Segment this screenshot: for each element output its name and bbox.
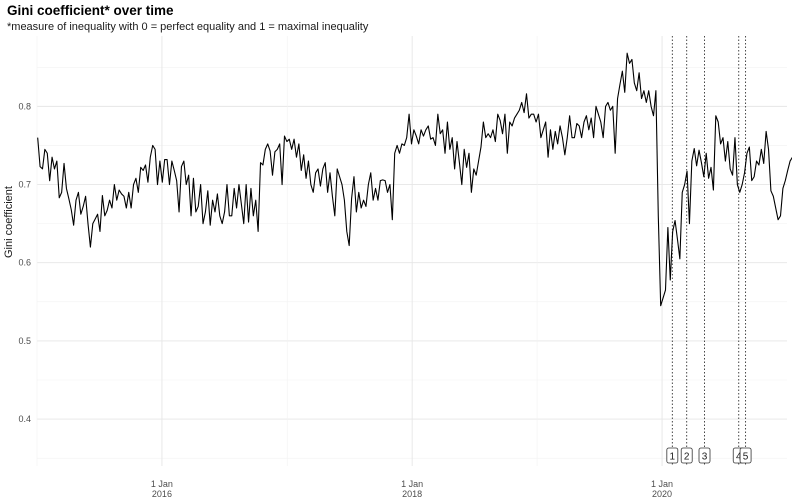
y-tick-label: 0.5 bbox=[18, 336, 31, 346]
y-tick-label: 0.6 bbox=[18, 258, 31, 268]
event-label: 3 bbox=[702, 452, 708, 463]
x-tick-label: 1 Jan bbox=[401, 479, 423, 489]
event-marker-1: 1 bbox=[666, 447, 679, 464]
y-tick-label: 0.8 bbox=[18, 101, 31, 111]
event-label-box bbox=[680, 447, 693, 464]
grid bbox=[36, 36, 787, 466]
event-label-box bbox=[739, 447, 752, 464]
chart-title: Gini coefficient* over time bbox=[7, 3, 174, 18]
event-label: 4 bbox=[736, 452, 742, 463]
event-label: 2 bbox=[684, 452, 690, 463]
series-line bbox=[37, 52, 792, 307]
x-tick-label: 1 Jan bbox=[651, 479, 673, 489]
y-axis-ticks: 0.4 0.5 0.6 0.7 0.8 bbox=[18, 101, 31, 424]
x-tick-label: 2018 bbox=[402, 489, 422, 499]
event-label: 5 bbox=[743, 452, 749, 463]
event-label-box bbox=[666, 447, 679, 464]
event-marker-5: 5 bbox=[739, 447, 752, 464]
y-tick-label: 0.7 bbox=[18, 180, 31, 190]
event-marker-3: 3 bbox=[698, 447, 711, 464]
event-marker-2: 2 bbox=[680, 447, 693, 464]
x-tick-label: 1 Jan bbox=[151, 479, 173, 489]
x-tick-label: 2020 bbox=[652, 489, 672, 499]
event-label-box bbox=[698, 447, 711, 464]
event-label: 1 bbox=[670, 452, 676, 463]
x-tick-label: 2016 bbox=[152, 489, 172, 499]
y-tick-label: 0.4 bbox=[18, 414, 31, 424]
chart-subtitle: *measure of inequality with 0 = perfect … bbox=[7, 21, 369, 33]
